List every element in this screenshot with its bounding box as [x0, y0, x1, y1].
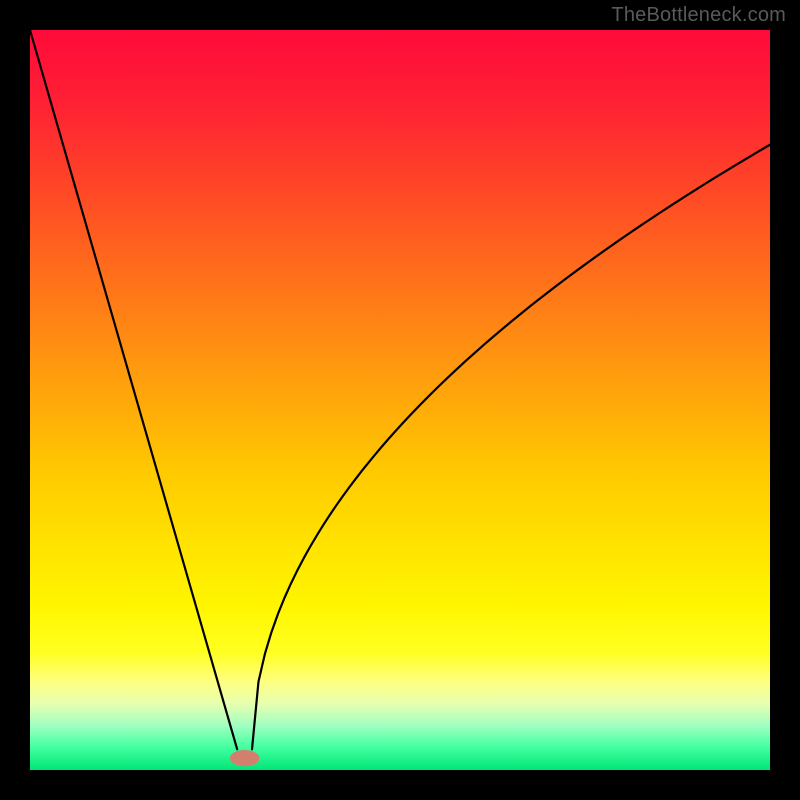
plot-svg — [30, 30, 770, 770]
minimum-marker — [230, 750, 260, 766]
chart-container: TheBottleneck.com — [0, 0, 800, 800]
watermark-label: TheBottleneck.com — [611, 4, 786, 27]
plot-area — [30, 30, 770, 770]
gradient-background — [30, 30, 770, 770]
